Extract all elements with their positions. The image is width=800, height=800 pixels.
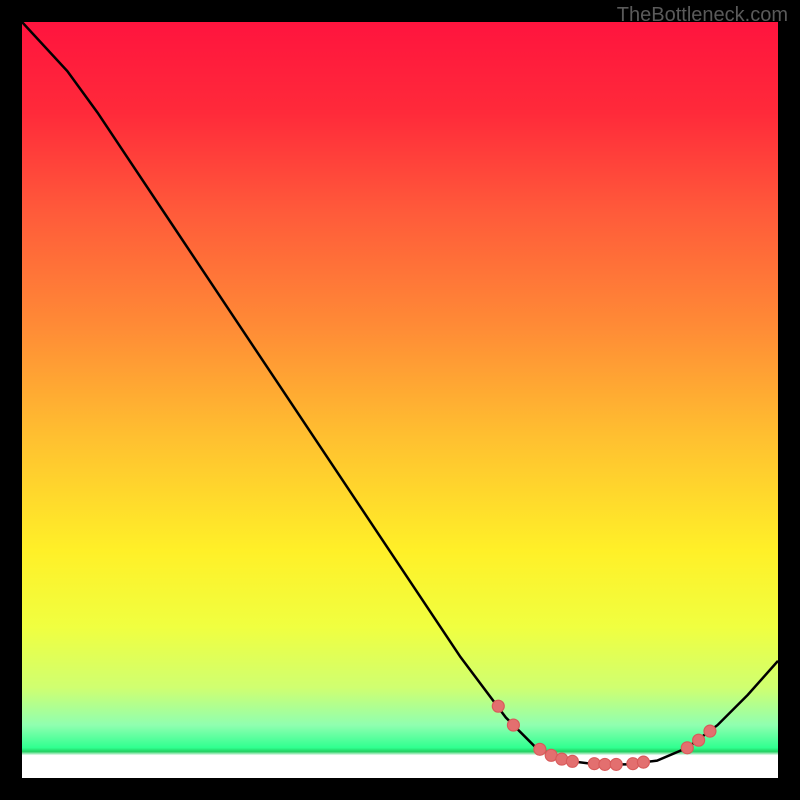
curve-marker [492,700,504,712]
curve-marker [556,753,568,765]
curve-marker [704,725,716,737]
bottleneck-curve [22,22,778,764]
curve-marker [534,743,546,755]
curve-marker [681,742,693,754]
curve-marker [566,755,578,767]
plot-area [22,22,778,778]
curve-marker [693,734,705,746]
curve-marker [599,758,611,770]
curve-marker [610,758,622,770]
watermark-text: TheBottleneck.com [617,4,788,27]
curve-marker [507,719,519,731]
chart-svg [22,22,778,778]
curve-marker [637,756,649,768]
markers-group [492,700,716,770]
